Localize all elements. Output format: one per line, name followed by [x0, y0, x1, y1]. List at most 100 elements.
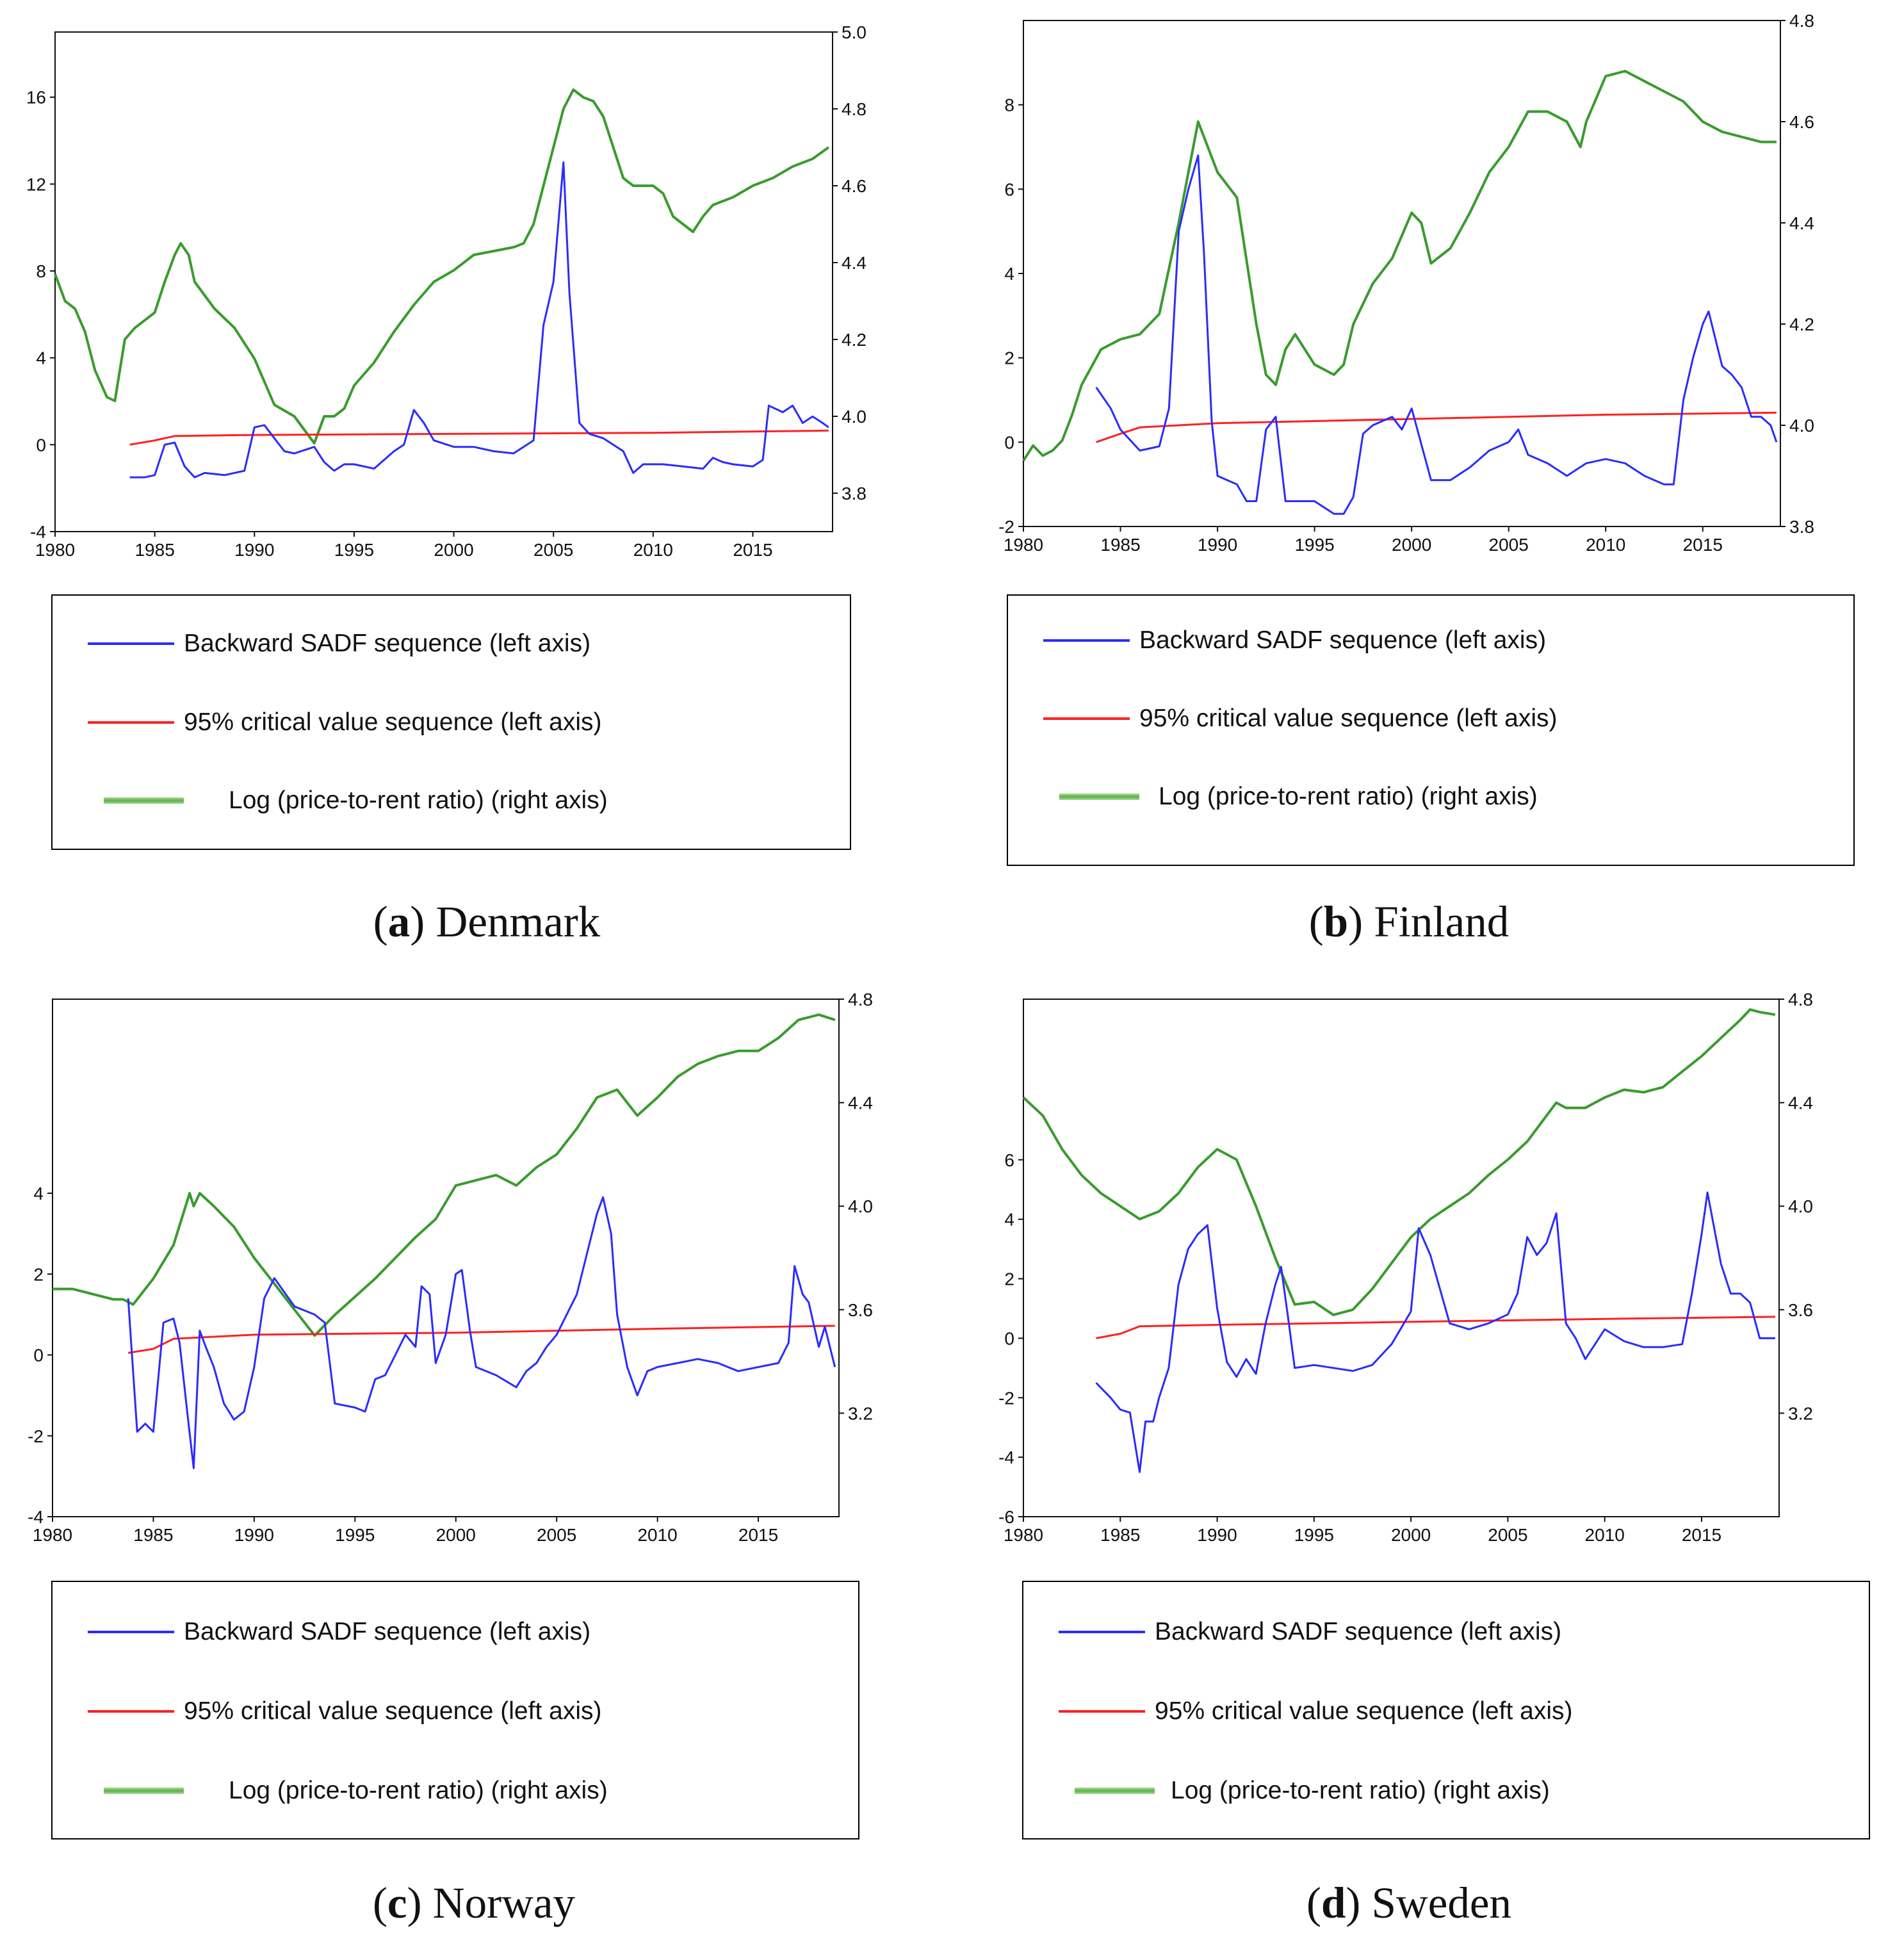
plot-frame [1023, 20, 1781, 527]
x-tick-label: 2000 [434, 540, 473, 560]
right-tick-label: 4.6 [1789, 112, 1814, 132]
x-tick-label: 2015 [733, 540, 772, 560]
right-tick-label: 4.2 [1789, 314, 1814, 334]
legend-label-cv: 95% critical value sequence (left axis) [184, 708, 602, 736]
x-tick-label: 1980 [33, 1525, 72, 1545]
right-tick-label: 4.8 [842, 99, 867, 119]
legend-label-sadf: Backward SADF sequence (left axis) [184, 630, 591, 657]
right-tick-label: 4.8 [1789, 11, 1814, 31]
caption-letter: c [387, 1879, 407, 1927]
legend-swatch-sadf [88, 1631, 174, 1633]
legend-label-sadf: Backward SADF sequence (left axis) [1139, 626, 1547, 654]
left-tick-label: 0 [33, 1346, 44, 1366]
x-tick-label: 2015 [738, 1525, 778, 1545]
left-tick-label: 8 [36, 261, 46, 281]
right-tick-label: 4.0 [848, 1196, 873, 1216]
chart-finland: 1980 1985 1990 1995 2000 2005 2010 2015 -2 0 2 4 6 8 3… [998, 11, 1814, 555]
left-tick-label: -4 [30, 522, 46, 542]
legend-swatch-log [104, 1788, 184, 1794]
legend-label-cv: 95% critical value sequence (left axis) [1155, 1697, 1573, 1725]
caption-letter: a [387, 897, 411, 946]
right-tick-label: 4.2 [842, 330, 867, 350]
caption-sweden: (d) Sweden [1306, 1879, 1512, 1927]
left-tick-label: 8 [1004, 95, 1014, 115]
caption-country: Denmark [435, 897, 601, 946]
left-tick-label: -2 [998, 1388, 1014, 1408]
series-line-log-price-to-rent [1022, 70, 1777, 462]
x-tick-label: 1990 [1197, 1525, 1237, 1545]
series-line-critical-value [127, 1325, 835, 1354]
plot-frame [52, 999, 840, 1517]
x-tick-label: 1995 [334, 540, 374, 560]
left-tick-label: 2 [33, 1264, 44, 1284]
x-tick-label: 1995 [335, 1525, 375, 1545]
caption-norway: (c) Norway [372, 1879, 576, 1927]
caption-country: Sweden [1371, 1879, 1512, 1927]
right-tick-label: 4.0 [1788, 1196, 1813, 1216]
caption-country: Norway [432, 1879, 576, 1927]
left-tick-label: 2 [1004, 348, 1014, 368]
right-tick-label: 4.4 [848, 1093, 873, 1113]
left-tick-label: -4 [998, 1448, 1014, 1467]
x-tick-label: 1985 [133, 1525, 173, 1545]
left-tick-label: 4 [33, 1184, 44, 1203]
x-tick-label: 1990 [234, 540, 274, 560]
legend-norway: Backward SADF sequence (left axis) 95% c… [51, 1581, 859, 1839]
plot-frame [1023, 999, 1780, 1517]
right-tick-label: 3.2 [848, 1403, 873, 1423]
left-tick-label: -2 [28, 1426, 44, 1446]
right-tick-label: 3.2 [1788, 1403, 1813, 1423]
panel-finland: 1980 1985 1990 1995 2000 2005 2010 2015 -2 0 2 4 6 8 3… [961, 0, 1857, 946]
x-tick-label: 1995 [1294, 535, 1334, 555]
series-line-critical-value [129, 429, 829, 446]
series-line-log-price-to-rent [54, 88, 829, 445]
series-line-log-price-to-rent [1022, 1008, 1776, 1316]
legend-label-log: Log (price-to-rent ratio) (right axis) [1171, 1777, 1550, 1804]
series-line-sadf [129, 161, 829, 478]
left-tick-label: 0 [1004, 432, 1014, 452]
x-tick-label: 2010 [1585, 1525, 1625, 1545]
x-tick-label: 2005 [1488, 1525, 1527, 1545]
x-tick-label: 2005 [1489, 535, 1529, 555]
legend-label-sadf: Backward SADF sequence (left axis) [184, 1618, 591, 1645]
series-line-sadf [1095, 1191, 1775, 1473]
left-tick-label: 6 [1004, 1150, 1014, 1170]
series-line-log-price-to-rent [53, 1013, 836, 1337]
legend-label-sadf: Backward SADF sequence (left axis) [1155, 1618, 1562, 1645]
legend-swatch-sadf [88, 642, 174, 645]
caption-letter: b [1323, 897, 1349, 946]
legend-label-log: Log (price-to-rent ratio) (right axis) [229, 787, 608, 814]
panel-norway: 1980 1985 1990 1995 2000 2005 2010 2015 -4 -2 0 2 4 3… [0, 967, 897, 1927]
right-tick-label: 4.6 [842, 176, 867, 196]
right-tick-label: 4.4 [1788, 1093, 1813, 1113]
legend-swatch-log [1075, 1788, 1155, 1794]
left-tick-label: 2 [1004, 1269, 1014, 1289]
x-tick-label: 1985 [1100, 535, 1140, 555]
x-tick-label: 1980 [1004, 1525, 1043, 1545]
x-tick-label: 2000 [436, 1525, 476, 1545]
caption-finland: (b) Finland [1308, 897, 1509, 946]
right-tick-label: 3.8 [842, 484, 867, 503]
legend-label-cv: 95% critical value sequence (left axis) [184, 1697, 602, 1725]
legend-label-log: Log (price-to-rent ratio) (right axis) [1159, 783, 1538, 810]
x-tick-label: 1980 [35, 540, 75, 560]
series-line-critical-value [1096, 1316, 1775, 1339]
right-tick-label: 4.8 [848, 990, 873, 1009]
right-tick-label: 4.0 [842, 407, 867, 427]
x-tick-label: 1985 [1100, 1525, 1140, 1545]
plot-frame [54, 31, 833, 532]
left-tick-label: -6 [998, 1507, 1014, 1527]
right-tick-label: 5.0 [842, 22, 867, 42]
right-tick-label: 3.6 [1788, 1300, 1813, 1320]
x-tick-label: 1995 [1294, 1525, 1334, 1545]
legend-finland: Backward SADF sequence (left axis) 95% c… [1007, 594, 1855, 866]
left-tick-label: 4 [1004, 1210, 1014, 1230]
caption-letter: d [1321, 1879, 1346, 1927]
x-tick-label: 1990 [234, 1525, 274, 1545]
left-tick-label: 4 [1004, 264, 1014, 284]
left-tick-label: -4 [28, 1507, 44, 1527]
legend-swatch-cv [88, 1710, 174, 1713]
x-tick-label: 2010 [633, 540, 673, 560]
x-tick-label: 1980 [1004, 535, 1043, 555]
legend-label-log: Log (price-to-rent ratio) (right axis) [229, 1777, 608, 1804]
